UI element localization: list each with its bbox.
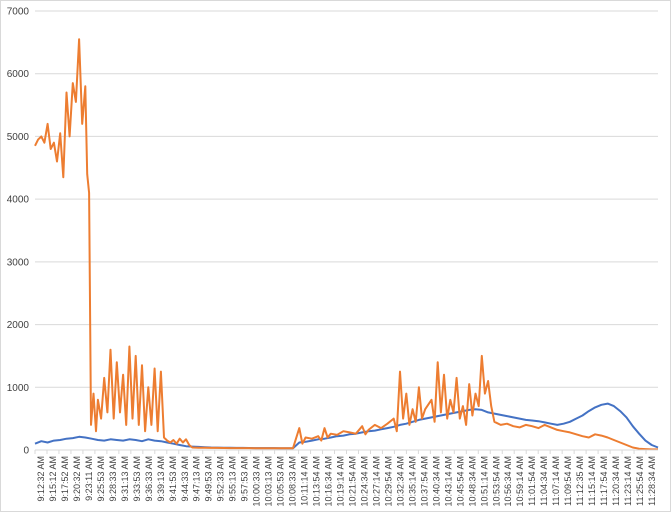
x-tick-label: 9:47:13 AM xyxy=(192,456,202,502)
x-tick-label: 10:19:14 AM xyxy=(336,456,346,507)
y-tick-label: 3000 xyxy=(7,257,30,268)
y-tick-label: 5000 xyxy=(7,132,30,143)
x-tick-label: 10:00:33 AM xyxy=(252,456,262,507)
x-tick-label: 10:32:34 AM xyxy=(395,456,405,507)
x-tick-label: 9:57:53 AM xyxy=(240,456,250,502)
x-tick-label: 11:04:34 AM xyxy=(539,456,549,506)
x-tick-label: 9:49:53 AM xyxy=(204,456,214,502)
y-tick-label: 6000 xyxy=(7,69,30,80)
x-tick-label: 10:27:14 AM xyxy=(371,456,381,507)
gridlines xyxy=(35,10,658,388)
x-tick-label: 11:07:14 AM xyxy=(551,456,561,506)
x-tick-label: 9:31:13 AM xyxy=(120,456,130,502)
x-tick-label: 11:20:34 AM xyxy=(611,456,621,506)
y-tick-label: 2000 xyxy=(7,320,30,331)
x-axis-ticks: 9:12:32 AM 9:15:12 AM 9:17:52 AM 9:20:32 AM… xyxy=(34,450,657,507)
y-tick-label: 4000 xyxy=(7,195,30,206)
x-tick-label: 9:36:33 AM xyxy=(144,456,154,502)
y-tick-label: 0 xyxy=(23,446,29,457)
x-tick-label: 11:01:54 AM xyxy=(527,456,537,506)
x-tick-label: 10:56:34 AM xyxy=(503,456,513,507)
x-tick-label: 10:21:54 AM xyxy=(347,456,357,507)
series-line-2 xyxy=(34,38,658,451)
x-tick-label: 9:41:53 AM xyxy=(168,456,178,502)
x-tick-label: 10:53:54 AM xyxy=(491,456,501,507)
y-tick-label: 1000 xyxy=(7,383,30,394)
x-tick-label: 10:24:34 AM xyxy=(359,456,369,507)
x-tick-label: 9:17:52 AM xyxy=(60,456,70,502)
x-tick-label: 9:44:33 AM xyxy=(180,456,190,502)
x-tick-label: 10:43:14 AM xyxy=(443,456,453,507)
x-tick-label: 11:28:34 AM xyxy=(647,456,657,506)
x-tick-label: 11:15:14 AM xyxy=(587,456,597,506)
x-tick-label: 9:33:53 AM xyxy=(132,456,142,502)
x-tick-label: 9:25:53 AM xyxy=(96,456,106,502)
x-tick-label: 9:55:13 AM xyxy=(228,456,238,502)
x-tick-label: 10:11:14 AM xyxy=(300,456,310,506)
x-tick-label: 10:59:14 AM xyxy=(515,456,525,507)
x-tick-label: 11:09:54 AM xyxy=(563,456,573,506)
y-axis-ticks: 0 1000 2000 3000 4000 5000 6000 7000 xyxy=(7,7,30,457)
x-tick-label: 10:51:14 AM xyxy=(479,456,489,507)
x-tick-label: 11:17:54 AM xyxy=(599,456,609,506)
x-tick-label: 9:28:33 AM xyxy=(108,456,118,502)
x-tick-label: 9:20:32 AM xyxy=(72,456,82,502)
x-tick-label: 9:52:33 AM xyxy=(216,456,226,502)
x-tick-label: 9:12:32 AM xyxy=(36,456,46,502)
x-tick-label: 10:48:34 AM xyxy=(467,456,477,507)
x-tick-label: 10:13:54 AM xyxy=(312,456,322,507)
series-lines xyxy=(34,38,659,451)
x-tick-label: 11:23:14 AM xyxy=(623,456,633,506)
x-tick-label: 10:05:53 AM xyxy=(276,456,286,507)
x-tick-label: 9:15:12 AM xyxy=(48,456,58,502)
x-tick-label: 10:45:54 AM xyxy=(455,456,465,507)
x-tick-label: 10:37:54 AM xyxy=(419,456,429,507)
x-tick-label: 10:29:54 AM xyxy=(383,456,393,507)
x-tick-label: 10:40:34 AM xyxy=(431,456,441,507)
x-tick-label: 10:35:14 AM xyxy=(407,456,417,507)
y-tick-label: 7000 xyxy=(7,7,30,18)
x-tick-label: 11:12:35 AM xyxy=(575,456,585,506)
x-tick-label: 9:39:13 AM xyxy=(156,456,166,502)
x-tick-label: 10:16:34 AM xyxy=(324,456,334,507)
x-tick-label: 9:23:11 AM xyxy=(84,456,94,501)
x-tick-label: 11:25:54 AM xyxy=(635,456,645,506)
x-tick-label: 10:03:13 AM xyxy=(264,456,274,507)
x-tick-label: 10:08:33 AM xyxy=(288,456,298,507)
series-line-1 xyxy=(34,402,659,450)
